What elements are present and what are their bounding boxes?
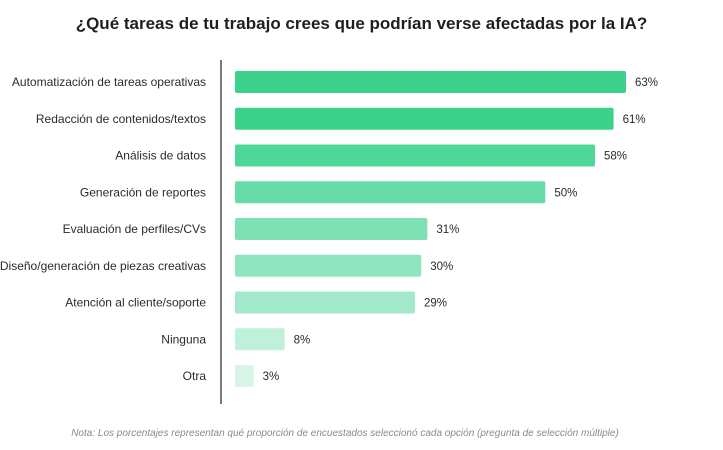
bar-7 [235, 291, 415, 314]
bar-chart: Automatización de tareas operativas 63% Re… [0, 60, 658, 404]
value-label-1: 63% [635, 77, 658, 89]
category-label-5: Evaluación de perfiles/CVs [63, 222, 206, 236]
bar-3 [235, 144, 595, 167]
bars-group: Automatización de tareas operativas 63% Re… [0, 71, 658, 387]
value-label-4: 50% [554, 187, 577, 199]
value-label-8: 8% [294, 334, 311, 346]
bar-8 [235, 328, 285, 351]
value-label-9: 3% [263, 371, 280, 383]
chart-title: ¿Qué tareas de tu trabajo crees que podr… [75, 14, 648, 33]
value-label-3: 58% [604, 151, 627, 163]
category-label-9: Otra [183, 369, 207, 383]
category-label-1: Automatización de tareas operativas [12, 75, 206, 89]
value-label-7: 29% [424, 298, 447, 310]
value-label-2: 61% [623, 114, 646, 126]
category-label-8: Ninguna [161, 332, 206, 346]
category-label-2: Redacción de contenidos/textos [36, 112, 206, 126]
category-label-3: Análisis de datos [115, 149, 206, 163]
bar-2 [235, 107, 614, 130]
category-label-4: Generación de reportes [80, 185, 206, 199]
footnote: Nota: Los porcentajes representan qué pr… [71, 428, 619, 439]
category-label-6: Diseño/generación de piezas creativas [0, 259, 206, 273]
bar-1 [235, 71, 626, 93]
bar-6 [235, 254, 422, 277]
bar-5 [235, 218, 428, 240]
bar-9 [235, 365, 254, 387]
bar-4 [235, 181, 546, 204]
category-label-7: Atención al cliente/soporte [65, 296, 206, 310]
value-label-6: 30% [430, 261, 453, 273]
value-label-5: 31% [436, 224, 459, 236]
